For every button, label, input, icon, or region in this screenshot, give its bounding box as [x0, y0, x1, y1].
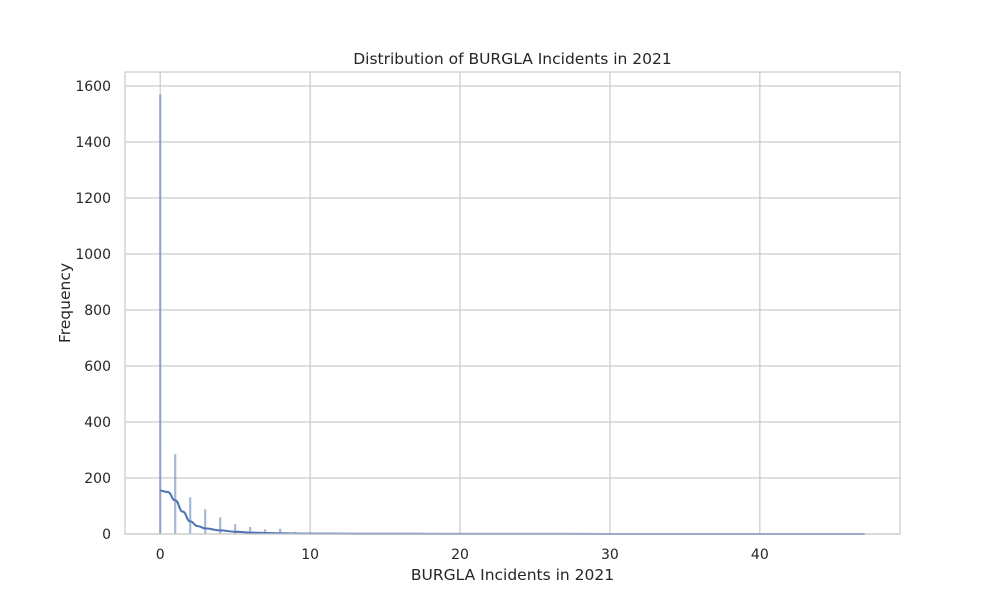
- y-tick-labels: 0 200 400 600 800 1000 1200 1400 1600: [75, 79, 111, 543]
- histogram-bar: [174, 454, 177, 534]
- histogram-bar: [204, 509, 207, 534]
- x-axis-label: BURGLA Incidents in 2021: [411, 566, 614, 584]
- y-tick-label: 800: [84, 303, 111, 319]
- y-axis-label: Frequency: [56, 263, 74, 343]
- y-tick-label: 1200: [75, 191, 111, 207]
- histogram-bar: [189, 497, 192, 534]
- y-tick-label: 1600: [75, 79, 111, 95]
- x-tick-label: 40: [751, 547, 769, 563]
- chart-title: Distribution of BURGLA Incidents in 2021: [353, 50, 672, 68]
- y-tick-label: 600: [84, 359, 111, 375]
- y-tick-label: 200: [84, 471, 111, 487]
- histogram-bar: [234, 524, 237, 534]
- histogram-bar: [264, 529, 267, 534]
- x-tick-label: 10: [301, 547, 319, 563]
- x-tick-labels: 0 10 20 30 40: [156, 547, 769, 563]
- grid: [125, 72, 900, 535]
- histogram-bar: [279, 528, 282, 534]
- x-tick-label: 0: [156, 547, 165, 563]
- plot-frame: [124, 71, 901, 535]
- histogram-bar: [249, 527, 252, 534]
- y-tick-label: 400: [84, 415, 111, 431]
- y-tick-label: 1400: [75, 135, 111, 151]
- x-tick-label: 20: [451, 547, 469, 563]
- y-tick-label: 0: [102, 527, 111, 543]
- kde-curve: [160, 489, 865, 535]
- histogram-bar: [219, 517, 222, 534]
- y-tick-label: 1000: [75, 247, 111, 263]
- x-tick-label: 30: [601, 547, 619, 563]
- histogram-bar: [159, 94, 162, 535]
